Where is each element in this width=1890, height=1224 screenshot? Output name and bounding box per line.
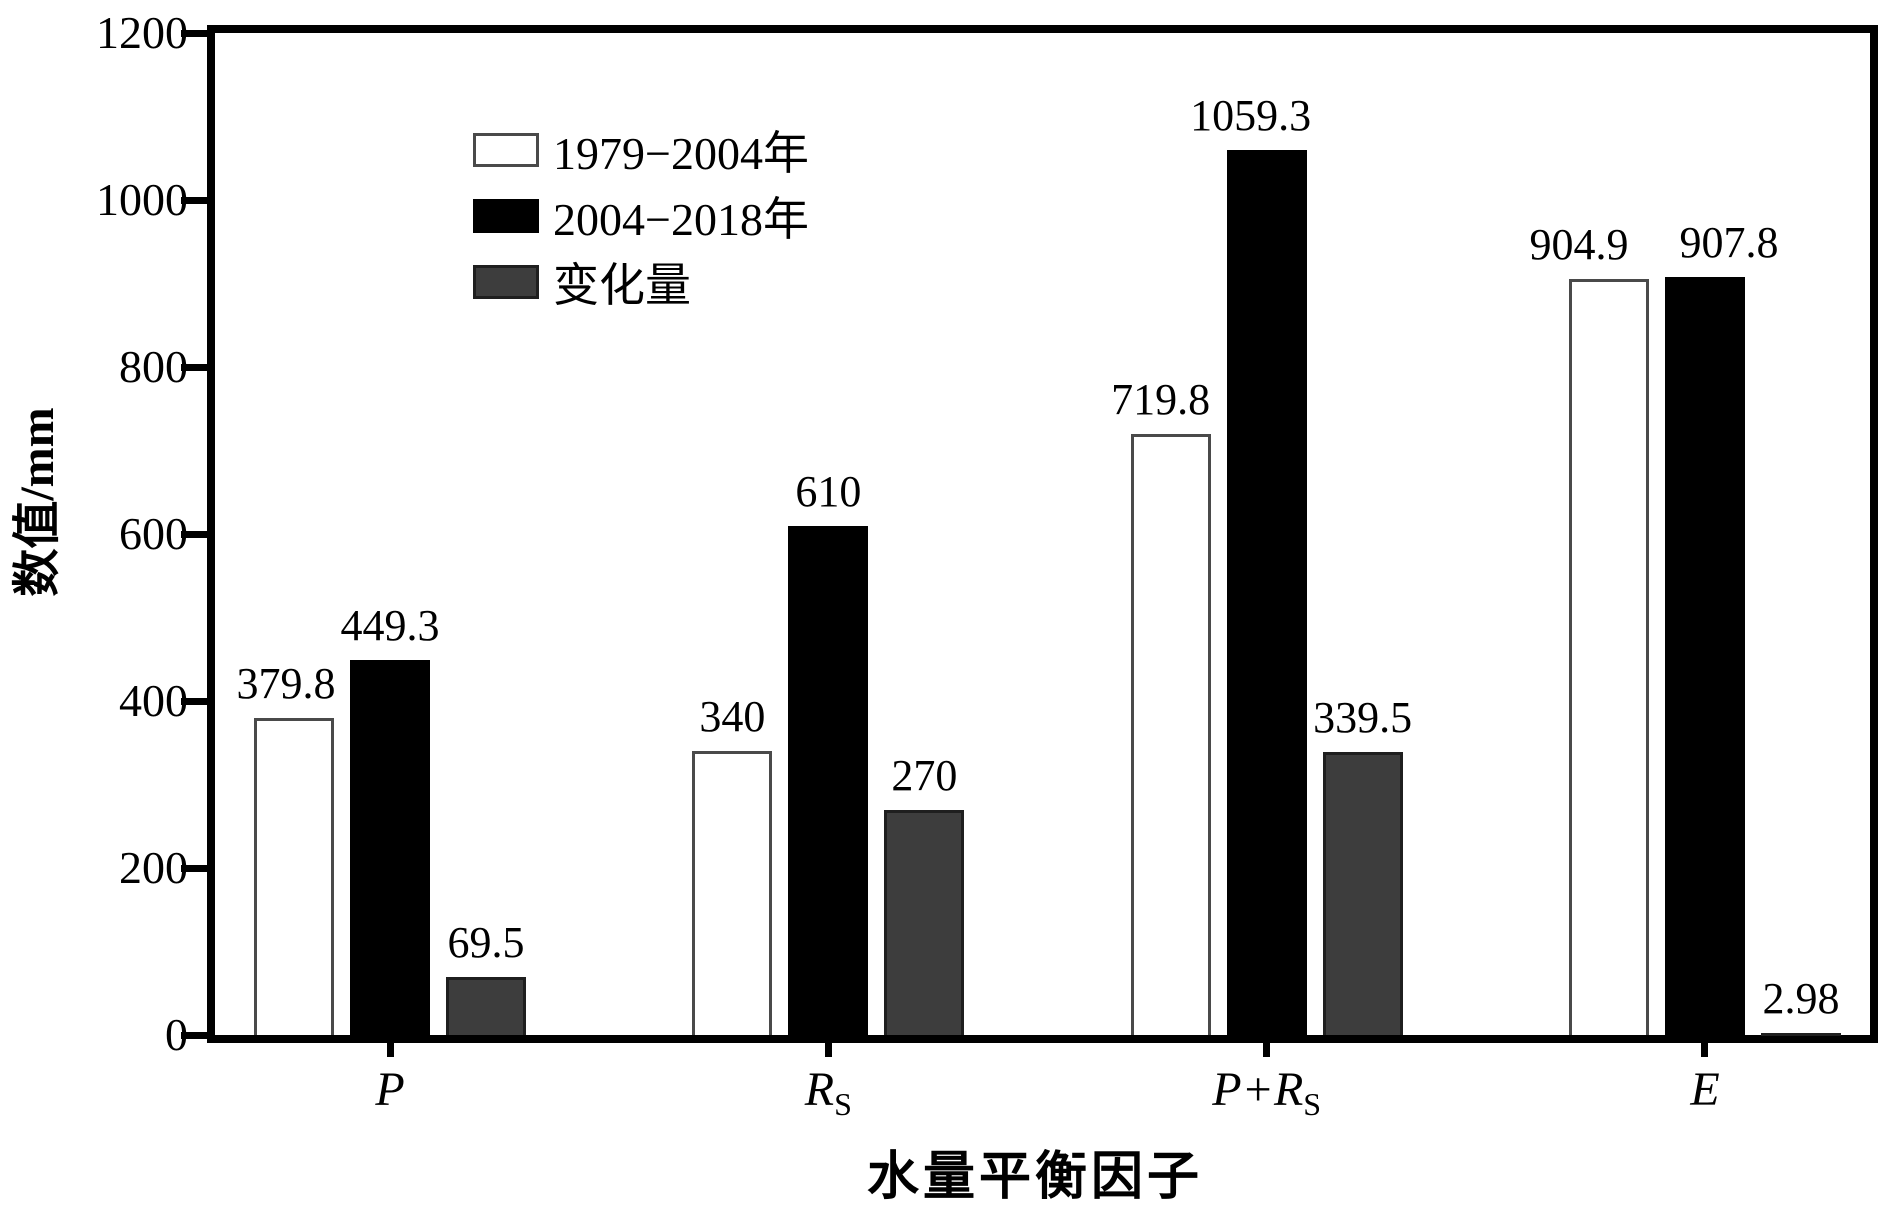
x-axis-title: 水量平衡因子	[866, 1149, 1203, 1206]
bar	[1322, 751, 1403, 1035]
bar-value-label: 379.8	[236, 658, 336, 708]
y-tick-label: 1200	[96, 7, 188, 58]
x-tick-mark	[386, 1043, 394, 1057]
bar-value-label: 1059.3	[1190, 91, 1312, 141]
bar	[1568, 279, 1649, 1035]
legend-item: 2004−2018年	[473, 183, 809, 249]
y-tick-mark	[181, 1031, 207, 1039]
category-base: P+R	[1212, 1063, 1304, 1116]
y-tick-label: 600	[119, 508, 188, 559]
category-base: R	[804, 1063, 835, 1116]
bar	[254, 717, 334, 1035]
bar	[350, 659, 430, 1035]
bar	[446, 976, 526, 1035]
y-tick-mark	[181, 530, 207, 538]
y-tick-label: 400	[119, 675, 188, 726]
y-tick-label: 200	[119, 842, 188, 893]
legend-swatch	[473, 133, 539, 167]
bar	[1664, 276, 1745, 1035]
category-subscript: S	[1303, 1086, 1322, 1122]
legend: 1979−2004年 2004−2018年 变化量	[473, 117, 809, 315]
bar-value-label: 449.3	[340, 600, 440, 650]
category-subscript: S	[834, 1086, 852, 1122]
x-tick-mark	[1701, 1043, 1709, 1057]
category-label: P+RS	[1147, 1060, 1387, 1122]
legend-item: 变化量	[473, 249, 809, 315]
bar	[1130, 433, 1211, 1035]
bar	[884, 809, 965, 1035]
y-tick-mark	[181, 363, 207, 371]
bar-value-label: 907.8	[1679, 217, 1779, 267]
legend-swatch	[473, 199, 539, 233]
y-tick-label: 1000	[96, 174, 188, 225]
bar-value-label: 270	[891, 750, 958, 800]
bar-value-label: 719.8	[1111, 374, 1211, 424]
bar-value-label: 339.5	[1313, 692, 1413, 742]
category-label: RS	[708, 1060, 948, 1122]
legend-label: 1979−2004年	[553, 128, 809, 179]
category-base: P	[375, 1063, 405, 1116]
bar-value-label: 2.98	[1762, 973, 1840, 1023]
y-tick-mark	[181, 697, 207, 705]
category-base: E	[1690, 1063, 1720, 1116]
category-label: P	[270, 1060, 510, 1120]
bar-value-label: 340	[699, 692, 766, 742]
legend-item: 1979−2004年	[473, 117, 809, 183]
bar	[692, 751, 773, 1035]
y-tick-label: 0	[165, 1009, 188, 1060]
legend-label: 2004−2018年	[553, 194, 809, 245]
y-tick-label: 800	[119, 341, 188, 392]
x-tick-mark	[824, 1043, 832, 1057]
bar	[788, 525, 869, 1035]
y-tick-mark	[181, 196, 207, 204]
x-tick-mark	[1263, 1043, 1271, 1057]
bar-value-label: 904.9	[1529, 220, 1629, 270]
y-tick-mark	[181, 864, 207, 872]
bar	[1760, 1032, 1841, 1036]
bar-value-label: 69.5	[447, 917, 525, 967]
y-axis-title: 数值/mm	[11, 407, 64, 597]
legend-label: 变化量	[553, 260, 691, 311]
category-label: E	[1585, 1060, 1825, 1120]
y-tick-mark	[181, 29, 207, 37]
bar	[1226, 150, 1307, 1035]
legend-swatch	[473, 265, 539, 299]
bar-value-label: 610	[795, 466, 862, 516]
